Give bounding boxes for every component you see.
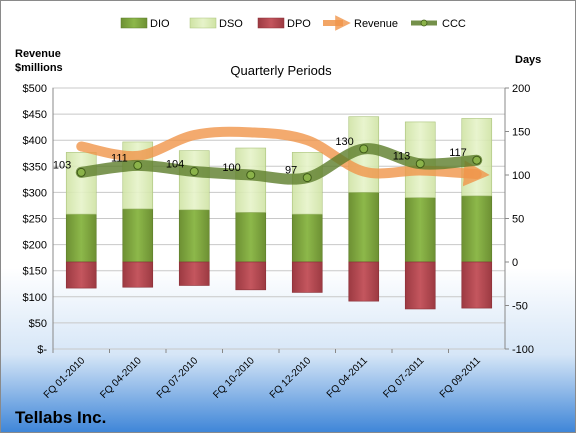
- data-label-ccc-fq-01-2010: 103: [53, 159, 71, 171]
- legend-swatch-dpo: [257, 17, 285, 29]
- bar-dso-fq-07-2010: [178, 150, 210, 211]
- bar-dio-fq-04-2010: [122, 208, 154, 263]
- left-tick-label: $200: [23, 240, 47, 252]
- bar-dpo-fq-04-2011: [348, 261, 380, 302]
- point-ccc-fq-04-2010: [133, 160, 143, 170]
- data-label-ccc-fq-07-2010: 104: [166, 159, 184, 171]
- bar-dio-fq-07-2011: [404, 197, 436, 263]
- x-tick-label: FQ 07-2011: [381, 355, 426, 400]
- x-tick-label: FQ 10-2010: [211, 355, 257, 401]
- left-tick-label: $350: [23, 161, 47, 173]
- left-tick-label: $-: [37, 344, 47, 356]
- bar-dio-fq-07-2010: [178, 209, 210, 263]
- point-ccc-fq-12-2010: [302, 173, 312, 183]
- bar-dio-fq-04-2011: [348, 192, 380, 263]
- right-tick-label: 100: [512, 170, 530, 182]
- left-tick-label: $450: [23, 109, 47, 121]
- bar-dpo-fq-12-2010: [291, 261, 323, 293]
- bar-dio-fq-12-2010: [291, 213, 323, 263]
- right-tick-label: 0: [512, 257, 518, 269]
- right-tick-label: -100: [512, 344, 534, 356]
- bar-dio-fq-09-2011: [461, 195, 493, 263]
- data-label-ccc-fq-04-2011: 130: [335, 136, 353, 148]
- left-tick-label: $100: [23, 292, 47, 304]
- left-axis-label-line-2: $millions: [15, 62, 63, 74]
- right-axis-label: Days: [515, 54, 541, 66]
- right-tick-label: 50: [512, 214, 524, 226]
- data-label-ccc-fq-09-2011: 117: [449, 147, 467, 159]
- point-ccc-fq-07-2010: [189, 167, 199, 177]
- left-tick-label: $250: [23, 214, 47, 226]
- left-tick-label: $400: [23, 135, 47, 147]
- chart-title: Quarterly Periods: [230, 63, 332, 78]
- point-ccc-fq-07-2011: [415, 159, 425, 169]
- legend-marker-ccc: [420, 19, 428, 27]
- bars: [65, 116, 493, 310]
- legend-label-dso: DSO: [219, 18, 243, 30]
- data-label-ccc-fq-12-2010: 97: [285, 165, 297, 177]
- bar-dpo-fq-04-2010: [122, 261, 154, 288]
- bar-dpo-fq-07-2011: [404, 261, 436, 310]
- left-tick-label: $150: [23, 266, 47, 278]
- x-tick-label: FQ 01-2010: [42, 355, 88, 401]
- left-tick-label: $50: [29, 318, 47, 330]
- right-tick-label: 150: [512, 127, 530, 139]
- left-axis-label-line-1: Revenue: [15, 48, 61, 60]
- right-tick-label: 200: [512, 83, 530, 95]
- point-ccc-fq-04-2011: [359, 144, 369, 154]
- x-tick-label: FQ 07-2010: [155, 355, 201, 401]
- gridlines: [52, 87, 506, 350]
- bar-dpo-fq-07-2010: [178, 261, 210, 286]
- bar-dpo-fq-09-2011: [461, 261, 493, 309]
- x-tick-label: FQ 12-2010: [268, 355, 314, 401]
- x-tick-label: FQ 04-2010: [98, 355, 144, 401]
- bar-dso-fq-01-2010: [65, 152, 97, 215]
- company-name: Tellabs Inc.: [15, 408, 106, 427]
- data-label-ccc-fq-07-2011: 113: [393, 151, 411, 163]
- series-line-revenue: [76, 126, 490, 187]
- data-label-ccc-fq-10-2010: 100: [222, 162, 240, 174]
- bar-dpo-fq-10-2010: [235, 261, 267, 291]
- right-tick-label: -50: [512, 301, 528, 313]
- legend-swatch-dio: [120, 17, 148, 29]
- left-tick-label: $500: [23, 83, 47, 95]
- data-label-ccc-fq-04-2010: 111: [111, 152, 128, 164]
- legend-label-dio: DIO: [150, 18, 170, 30]
- point-ccc-fq-10-2010: [246, 170, 256, 180]
- series-lines: 103 111 104 100 97 130 113 117: [53, 126, 490, 187]
- legend: DIO DSO DPO Revenue CCC: [120, 15, 466, 31]
- point-ccc-fq-09-2011: [472, 155, 482, 165]
- bar-dio-fq-10-2010: [235, 212, 267, 263]
- legend-label-ccc: CCC: [442, 18, 466, 30]
- legend-label-revenue: Revenue: [354, 18, 398, 30]
- bar-dpo-fq-01-2010: [65, 261, 97, 289]
- bar-dio-fq-01-2010: [65, 213, 97, 263]
- left-tick-label: $300: [23, 187, 47, 199]
- point-ccc-fq-01-2010: [76, 167, 86, 177]
- x-tick-label: FQ 04-2011: [325, 355, 370, 400]
- x-tick-label: FQ 09-2011: [438, 355, 483, 400]
- legend-label-dpo: DPO: [287, 18, 311, 30]
- legend-swatch-dso: [189, 17, 217, 29]
- series-line-ccc: [75, 143, 483, 185]
